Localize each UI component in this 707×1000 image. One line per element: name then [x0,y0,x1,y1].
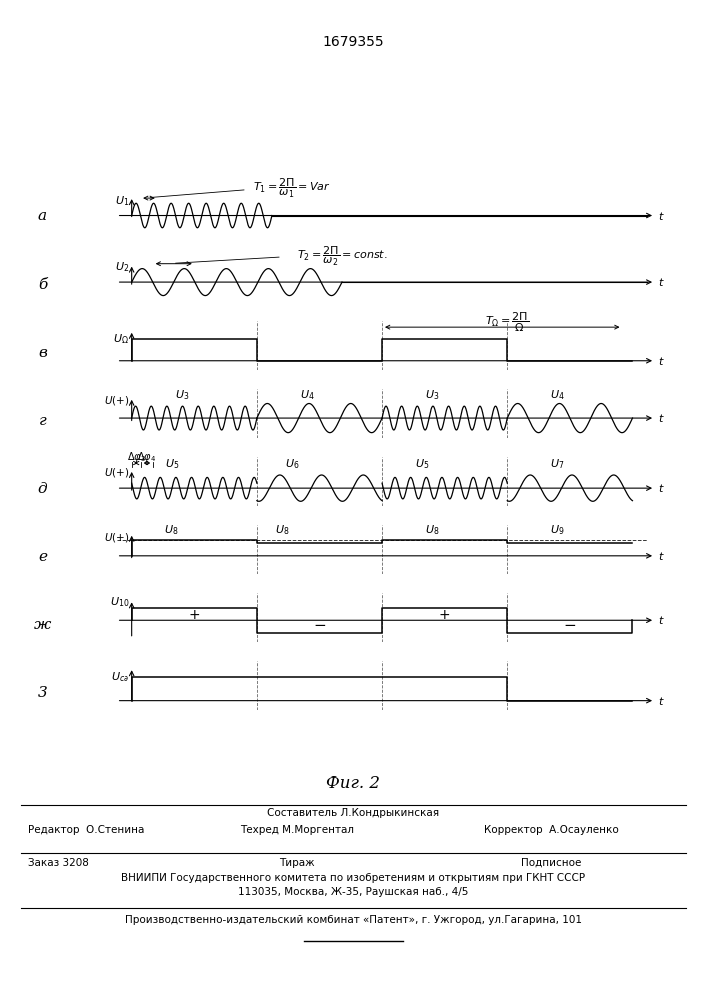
Text: $U_2$: $U_2$ [115,260,129,274]
Text: $\Delta\varphi_3$: $\Delta\varphi_3$ [127,450,146,464]
Text: $U_4$: $U_4$ [300,388,315,402]
Text: −: − [313,618,326,633]
Text: Заказ 3208: Заказ 3208 [28,858,89,868]
Text: Производственно-издательский комбинат «Патент», г. Ужгород, ул.Гагарина, 101: Производственно-издательский комбинат «П… [125,915,582,925]
Text: +: + [189,608,200,622]
Text: $T_\Omega=\dfrac{2\Pi}{\Omega}$: $T_\Omega=\dfrac{2\Pi}{\Omega}$ [485,311,530,334]
Text: $T_2=\dfrac{2\Pi}{\omega_2}=const.$: $T_2=\dfrac{2\Pi}{\omega_2}=const.$ [297,245,387,268]
Text: $t$: $t$ [658,210,664,222]
Text: $U_6$: $U_6$ [285,457,299,471]
Text: Подписное: Подписное [521,858,582,868]
Text: $t$: $t$ [658,695,664,707]
Text: $U(+)$: $U(+)$ [104,466,129,479]
Text: 3: 3 [37,686,47,700]
Text: 113035, Москва, Ж-35, Раушская наб., 4/5: 113035, Москва, Ж-35, Раушская наб., 4/5 [238,887,469,897]
Text: а: а [38,209,47,223]
Text: $U_5$: $U_5$ [415,457,429,471]
Text: ВНИИПИ Государственного комитета по изобретениям и открытиям при ГКНТ СССР: ВНИИПИ Государственного комитета по изоб… [122,873,585,883]
Text: $U_\Omega$: $U_\Omega$ [113,332,129,346]
Text: $U_8$: $U_8$ [425,523,440,537]
Text: в: в [38,346,47,360]
Text: г: г [39,414,46,428]
Text: $U(+)$: $U(+)$ [104,531,129,544]
Text: б: б [37,278,47,292]
Text: $U_1$: $U_1$ [115,194,129,208]
Text: $U_{10}$: $U_{10}$ [110,595,129,609]
Text: Тираж: Тираж [279,858,315,868]
Text: $t$: $t$ [658,276,664,288]
Text: $U_5$: $U_5$ [165,457,179,471]
Text: +: + [439,608,450,622]
Text: $t$: $t$ [658,550,664,562]
Text: −: − [563,618,576,633]
Text: $T_1=\dfrac{2\Pi}{\omega_1}=Var$: $T_1=\dfrac{2\Pi}{\omega_1}=Var$ [253,177,331,200]
Text: $t$: $t$ [658,412,664,424]
Text: $U_4$: $U_4$ [550,388,565,402]
Text: $U_8$: $U_8$ [165,523,179,537]
Text: ж: ж [34,618,51,632]
Text: $U_3$: $U_3$ [175,388,189,402]
Text: $U_7$: $U_7$ [550,457,565,471]
Text: $U(+)$: $U(+)$ [104,394,129,407]
Text: Составитель Л.Кондрыкинская: Составитель Л.Кондрыкинская [267,808,440,818]
Text: $t$: $t$ [658,614,664,626]
Text: Техред М.Моргентал: Техред М.Моргентал [240,825,354,835]
Text: $\Delta\varphi_4$: $\Delta\varphi_4$ [137,450,156,464]
Text: $t$: $t$ [658,355,664,367]
Text: Редактор  О.Стенина: Редактор О.Стенина [28,825,145,835]
Text: Фиг. 2: Фиг. 2 [327,775,380,792]
Text: 1679355: 1679355 [322,35,385,49]
Text: $U_3$: $U_3$ [425,388,439,402]
Text: $U_9$: $U_9$ [550,523,565,537]
Text: $U_{c\partial}$: $U_{c\partial}$ [111,670,129,684]
Text: $t$: $t$ [658,482,664,494]
Text: $U_8$: $U_8$ [274,523,289,537]
Text: е: е [38,550,47,564]
Text: Корректор  А.Осауленко: Корректор А.Осауленко [484,825,619,835]
Text: д: д [37,482,47,496]
